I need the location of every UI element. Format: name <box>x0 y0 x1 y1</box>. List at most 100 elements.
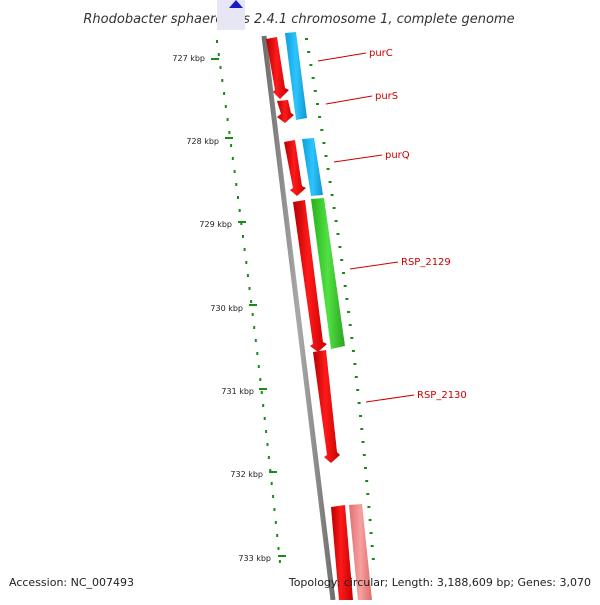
outer-track-dot <box>348 324 352 326</box>
ruler-label: 733 kbp <box>238 554 271 563</box>
gene-bar-purC[interactable] <box>285 32 307 120</box>
gene-bar-purQ[interactable] <box>302 138 323 196</box>
outer-track-dot <box>351 350 355 352</box>
ruler-label: 731 kbp <box>221 387 254 396</box>
ruler-label: 727 kbp <box>172 54 205 63</box>
outer-track-dot <box>371 558 375 560</box>
ruler-ticks <box>211 58 286 557</box>
ruler-dot <box>263 417 266 420</box>
ruler-dot <box>248 287 251 290</box>
map-title: Rhodobacter sphaeroides 2.4.1 chromosome… <box>83 12 514 27</box>
leader-purQ <box>333 154 383 163</box>
leader-RSP_2129 <box>349 261 399 270</box>
outer-track-dot <box>338 246 342 248</box>
ruler-dot <box>259 378 262 381</box>
outer-track-dot <box>360 428 364 430</box>
ruler-dot <box>242 235 244 238</box>
ruler-dot <box>216 40 218 43</box>
outer-track-dot <box>322 142 326 144</box>
cds-arrow-purS[interactable] <box>277 100 294 123</box>
outer-dotted-track <box>305 38 375 560</box>
ruler-dot <box>253 326 256 329</box>
ruler-dot <box>262 404 265 407</box>
outer-track-dot <box>318 116 322 118</box>
ruler-dot <box>240 222 243 225</box>
ruler-dot <box>267 456 270 459</box>
cds-arrow-RSP_2130[interactable] <box>313 350 340 463</box>
ruler-label: 729 kbp <box>199 220 232 229</box>
outer-track-dot <box>309 64 313 66</box>
ruler-dot <box>266 443 269 446</box>
gene-label-leaders <box>317 52 415 403</box>
accession-text: Accession: NC_007493 <box>9 576 134 589</box>
ruler-dot <box>237 196 239 199</box>
outer-track-dot <box>342 272 345 274</box>
ruler-dot <box>251 313 254 316</box>
feature-track <box>266 32 372 600</box>
outer-track-dot <box>324 155 328 157</box>
outer-track-dot <box>343 285 347 287</box>
outer-track-dot <box>305 38 308 40</box>
ruler-dot <box>257 365 260 368</box>
gene-bar-bottom[interactable] <box>349 504 372 600</box>
ruler-dot <box>245 261 248 264</box>
outer-track-dot <box>316 103 319 105</box>
cds-arrow-purQ[interactable] <box>284 140 306 196</box>
ruler-dot <box>256 352 259 355</box>
ruler-dot <box>221 79 224 82</box>
ruler-dot <box>273 508 276 511</box>
outer-track-dot <box>362 454 366 456</box>
ruler-dot <box>223 92 226 95</box>
ruler-dot <box>278 560 281 563</box>
outer-track-dot <box>356 389 360 391</box>
ruler-dot <box>250 300 253 303</box>
cds-bar-bottom[interactable] <box>331 505 353 600</box>
ruler-dot <box>277 547 280 550</box>
ruler-dot <box>233 170 236 173</box>
outer-track-dot <box>328 181 332 183</box>
gene-label-RSP_2129[interactable]: RSP_2129 <box>401 257 451 268</box>
outer-track-dot <box>307 51 311 53</box>
top-marker-icon <box>229 0 243 8</box>
ruler-dot <box>231 157 234 160</box>
leader-RSP_2130 <box>365 394 415 403</box>
outer-track-dot <box>347 311 351 313</box>
top-highlight-box <box>217 0 245 30</box>
gene-labels: purC purS purQ RSP_2129 RSP_2130 <box>369 48 467 401</box>
ruler-dotted-track <box>216 40 281 563</box>
outer-track-dot <box>367 506 371 508</box>
outer-track-dot <box>350 337 354 339</box>
ruler-label: 730 kbp <box>210 304 243 313</box>
outer-track-dot <box>368 519 372 521</box>
gene-label-purC[interactable]: purC <box>369 48 393 59</box>
outer-track-dot <box>365 480 369 482</box>
gene-label-purS[interactable]: purS <box>375 91 398 102</box>
outer-track-dot <box>353 363 357 365</box>
outer-track-dot <box>369 532 373 534</box>
outer-track-dot <box>359 415 362 417</box>
outer-track-dot <box>336 233 340 235</box>
outer-track-dot <box>334 220 338 222</box>
ruler-dot <box>235 183 238 186</box>
ruler-dot <box>228 131 231 134</box>
outer-track-dot <box>345 298 349 300</box>
gene-label-purQ[interactable]: purQ <box>385 150 410 161</box>
gene-bar-RSP_2129[interactable] <box>311 198 345 349</box>
outer-track-dot <box>370 545 374 547</box>
outer-track-dot <box>366 493 370 495</box>
chromosome-backbone <box>261 35 336 601</box>
leader-purC <box>317 52 367 62</box>
outer-track-dot <box>364 467 367 469</box>
ruler-label: 728 kbp <box>186 137 219 146</box>
outer-track-dot <box>313 90 317 92</box>
cds-arrow-purC[interactable] <box>266 37 289 99</box>
cds-arrow-RSP_2129[interactable] <box>293 200 327 352</box>
ruler-dot <box>272 495 275 498</box>
outer-track-dot <box>357 402 361 404</box>
leader-purS <box>325 95 373 105</box>
outer-track-dot <box>332 207 336 209</box>
ruler-dot <box>254 339 257 342</box>
gene-label-RSP_2130[interactable]: RSP_2130 <box>417 390 467 401</box>
ruler-labels: 727 kbp 728 kbp 729 kbp 730 kbp 731 kbp … <box>172 54 271 563</box>
